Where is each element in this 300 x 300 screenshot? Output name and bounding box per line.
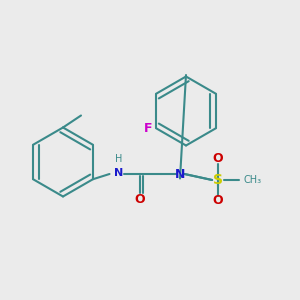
Text: H: H <box>115 154 122 164</box>
Text: N: N <box>114 167 123 178</box>
Text: N: N <box>175 167 185 181</box>
Text: S: S <box>212 173 223 187</box>
Text: O: O <box>212 194 223 208</box>
Text: CH₃: CH₃ <box>243 175 261 185</box>
Text: O: O <box>134 193 145 206</box>
Text: F: F <box>144 122 153 135</box>
Text: O: O <box>212 152 223 166</box>
